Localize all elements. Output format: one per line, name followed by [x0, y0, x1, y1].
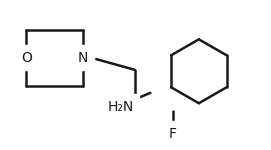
Text: O: O [21, 51, 32, 65]
Text: H₂N: H₂N [108, 100, 134, 114]
Text: F: F [169, 127, 177, 141]
Text: N: N [78, 51, 88, 65]
